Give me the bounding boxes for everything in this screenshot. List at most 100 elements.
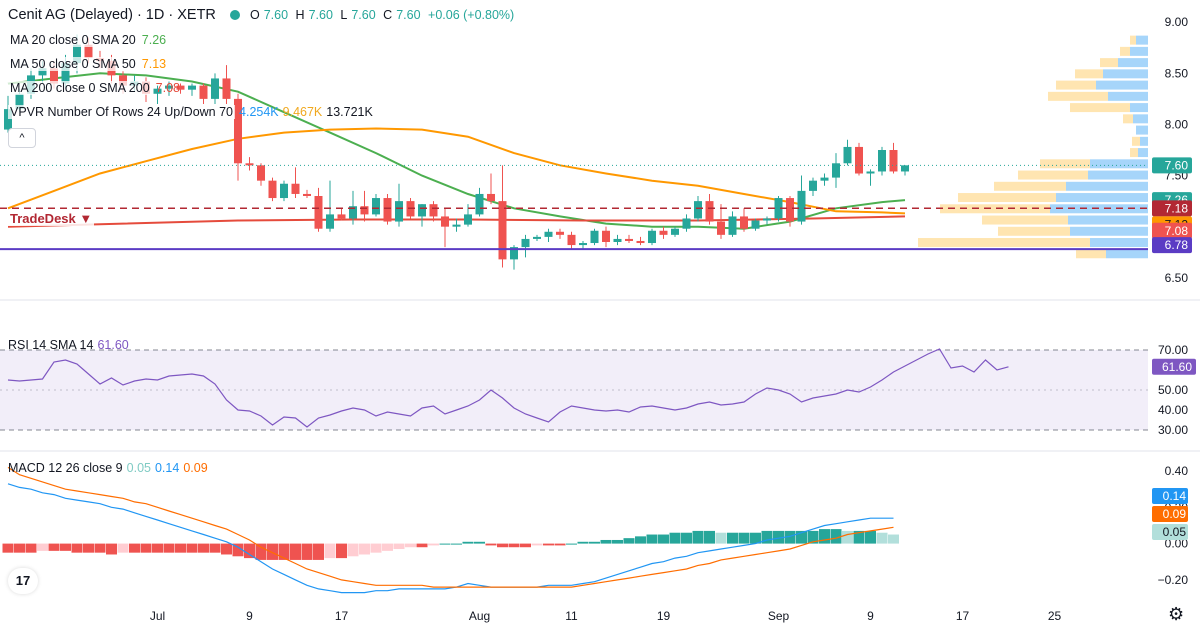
moving-averages bbox=[7, 72, 906, 230]
candle-body bbox=[820, 177, 829, 181]
macd-histogram-bar bbox=[750, 532, 761, 544]
macd-histogram-bar bbox=[221, 543, 232, 555]
vpvr-down-bar bbox=[982, 215, 1068, 225]
candle-body bbox=[740, 216, 748, 229]
macd-tag-box bbox=[1152, 524, 1188, 540]
candle-body bbox=[326, 214, 334, 229]
vpvr-up-bar bbox=[1090, 159, 1148, 169]
candle-body bbox=[360, 206, 369, 215]
vpvr-up-bar bbox=[1066, 181, 1148, 191]
macd-tag-box bbox=[1152, 488, 1188, 504]
vpvr-up-bar bbox=[1130, 46, 1148, 56]
vpvr-label: VPVR Number Of Rows 24 Up/Down 70 bbox=[8, 105, 236, 119]
vpvr-up-bar bbox=[1130, 103, 1148, 113]
vpvr-down-bar bbox=[1056, 80, 1096, 90]
macd-histogram-bar bbox=[2, 543, 14, 553]
vpvr-down-bar bbox=[958, 193, 1056, 203]
tradingview-logo[interactable]: 17 bbox=[8, 568, 38, 594]
macd-histogram-bar bbox=[370, 543, 382, 553]
macd-histogram-bar bbox=[520, 543, 531, 548]
candle-body bbox=[763, 218, 771, 221]
macd-line bbox=[7, 483, 894, 594]
macd-histogram-bar bbox=[462, 541, 474, 544]
price-tag-box bbox=[1152, 200, 1192, 217]
macd-histogram-bar bbox=[692, 530, 704, 544]
candle-body bbox=[797, 190, 806, 222]
symbol-title[interactable]: Cenit AG (Delayed) · 1D · XETR bbox=[8, 7, 216, 23]
macd-histogram-bar bbox=[738, 532, 750, 544]
candle-body bbox=[889, 150, 898, 172]
candle-body bbox=[521, 238, 530, 248]
ma20-legend[interactable]: MA 20 close 0 SMA 20 7.26 bbox=[8, 33, 170, 47]
macd-histogram-bar bbox=[255, 543, 267, 560]
macd-histogram-bar bbox=[14, 543, 25, 553]
rsi-pane bbox=[0, 348, 1148, 431]
candle-body bbox=[452, 224, 461, 227]
macd-histogram-bar bbox=[324, 543, 336, 559]
macd-histogram-bar bbox=[336, 543, 347, 559]
candle-body bbox=[291, 183, 300, 194]
candle-body bbox=[533, 236, 541, 239]
time-tick-label: 17 bbox=[956, 609, 970, 623]
macd-histogram-bar bbox=[773, 530, 784, 544]
rsi-tick-label: 50.00 bbox=[1158, 383, 1188, 397]
vpvr-up-bar bbox=[1136, 35, 1148, 45]
candle-body bbox=[222, 78, 231, 99]
vpvr-down-bar bbox=[1075, 69, 1103, 79]
vpvr-down-bar bbox=[1132, 136, 1140, 146]
gear-icon[interactable]: ⚙ bbox=[1168, 604, 1185, 624]
macd-histogram-bar bbox=[669, 532, 681, 544]
macd-histogram-bar bbox=[94, 543, 106, 553]
ma50-legend[interactable]: MA 50 close 0 SMA 50 7.13 bbox=[8, 57, 170, 71]
candle-body bbox=[50, 68, 58, 84]
vpvr-up-bar bbox=[1056, 193, 1148, 203]
time-tick-label: 11 bbox=[565, 609, 578, 623]
ma200-value: 7.08 bbox=[155, 81, 181, 95]
candle-body bbox=[84, 44, 93, 58]
vpvr-down-bar bbox=[1076, 249, 1106, 259]
ma200-legend[interactable]: MA 200 close 0 SMA 200 7.08 bbox=[8, 81, 184, 95]
rsi-value: 61.60 bbox=[97, 338, 129, 352]
vpvr-up-bar bbox=[1088, 170, 1148, 180]
macd-tick-label: −0.20 bbox=[1158, 573, 1189, 587]
rsi-legend[interactable]: RSI 14 SMA 14 61.60 bbox=[8, 338, 133, 352]
candle-body bbox=[4, 109, 12, 130]
candle-body bbox=[429, 204, 438, 217]
macd-histogram-bar bbox=[117, 543, 129, 553]
vpvr-down-value: 9.467K bbox=[282, 105, 323, 119]
close-value: 7.60 bbox=[396, 8, 421, 22]
macd-histogram-bar bbox=[612, 539, 623, 544]
tradedesk-label[interactable]: TradeDesk ▼ bbox=[8, 211, 95, 226]
low-value: 7.60 bbox=[351, 8, 376, 22]
collapse-legend-button[interactable]: ^ bbox=[8, 128, 36, 148]
macd-histogram-bar bbox=[140, 543, 152, 553]
candle-body bbox=[705, 201, 714, 222]
macd-histogram-bar bbox=[359, 543, 370, 555]
macd-histogram-bar bbox=[439, 543, 451, 545]
macd-histogram-bar bbox=[715, 532, 727, 544]
candle-body bbox=[280, 183, 288, 199]
price-tag-box bbox=[1152, 222, 1192, 239]
macd-histogram-bar bbox=[508, 543, 520, 548]
candle-body bbox=[234, 98, 242, 164]
vpvr-legend[interactable]: VPVR Number Of Rows 24 Up/Down 70 4.254K 9… bbox=[8, 105, 377, 119]
macd-histogram-bar bbox=[209, 543, 221, 553]
candle-body bbox=[165, 85, 173, 89]
vpvr-up-bar bbox=[1106, 249, 1148, 259]
close-label: C bbox=[383, 8, 393, 22]
price-tag-box bbox=[1152, 157, 1192, 174]
macd-histogram-bar bbox=[83, 543, 94, 553]
candle-body bbox=[418, 204, 426, 217]
macd-histogram-bar bbox=[428, 543, 439, 546]
open-label: O bbox=[249, 8, 260, 22]
candle-body bbox=[38, 68, 47, 76]
candle-body bbox=[682, 218, 691, 229]
macd-histogram-bar bbox=[819, 529, 830, 544]
macd-legend[interactable]: MACD 12 26 close 9 0.05 0.14 0.09 bbox=[8, 461, 212, 475]
candle-body bbox=[303, 193, 311, 196]
candle-body bbox=[510, 247, 518, 260]
macd-histogram-bar bbox=[566, 543, 577, 545]
macd-histogram-bar bbox=[784, 530, 796, 544]
macd-histogram-bar bbox=[623, 538, 635, 544]
